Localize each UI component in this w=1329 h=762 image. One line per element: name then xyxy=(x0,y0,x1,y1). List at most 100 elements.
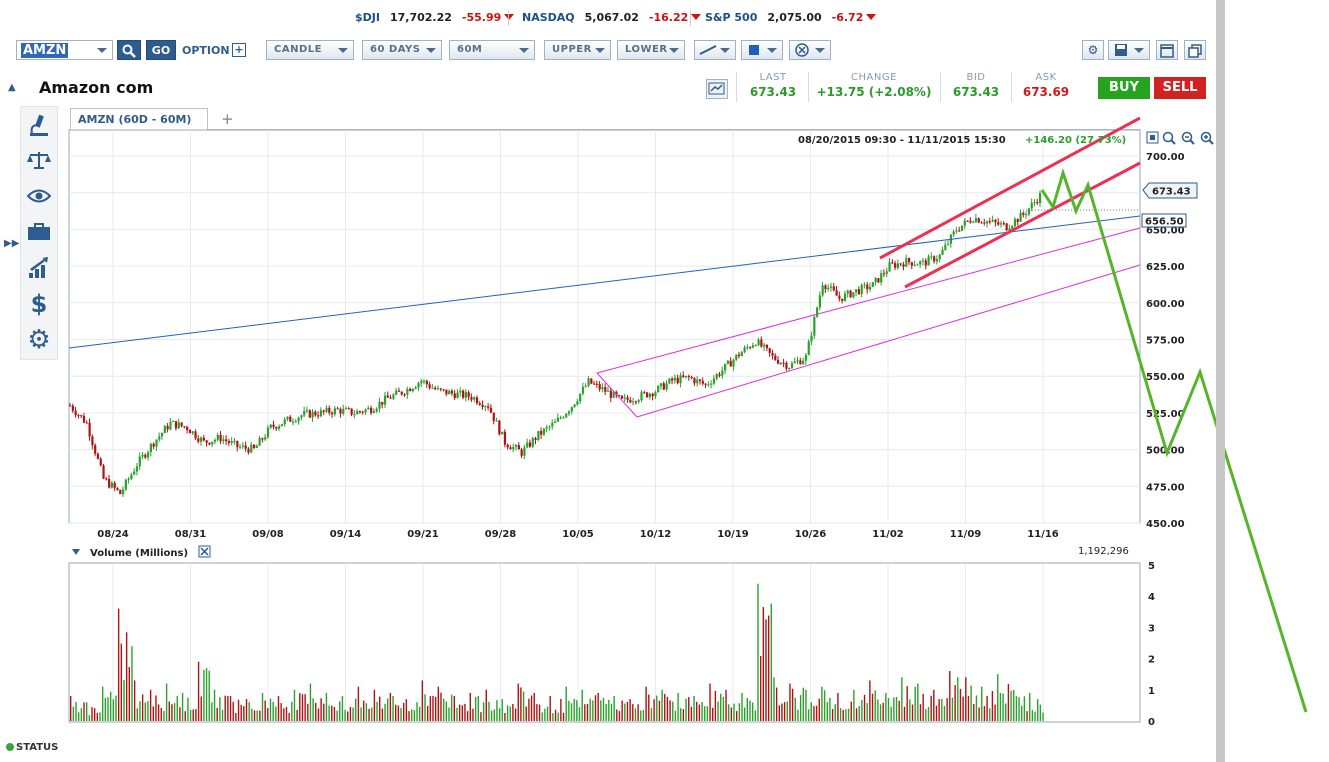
range-select[interactable]: 60 DAYS xyxy=(362,40,442,60)
volume-bar xyxy=(469,692,471,721)
volume-bar xyxy=(549,696,551,721)
upper-indicator-select[interactable]: UPPER xyxy=(544,40,611,60)
trendline-icon xyxy=(699,45,717,55)
x-tick-label: 10/19 xyxy=(717,529,749,540)
zoom-reset-icon[interactable] xyxy=(1162,131,1176,145)
chart-type-select[interactable]: CANDLE xyxy=(266,40,354,60)
sell-button[interactable]: SELL xyxy=(1154,77,1206,99)
volume-bar xyxy=(887,698,890,721)
projection-path[interactable] xyxy=(1040,168,1308,713)
volume-bar xyxy=(895,697,898,721)
channel-lower-red[interactable] xyxy=(904,161,1141,289)
quote-detail-button[interactable] xyxy=(706,79,728,99)
settings-button[interactable]: ⚙ xyxy=(1082,40,1104,60)
candle xyxy=(314,411,317,416)
volume-bar xyxy=(970,685,972,721)
microscope-icon[interactable] xyxy=(23,109,55,141)
candle xyxy=(417,383,420,388)
save-button[interactable] xyxy=(1108,40,1150,60)
volume-bar xyxy=(789,683,791,721)
candle xyxy=(612,391,615,398)
volume-bar xyxy=(943,706,946,721)
candle xyxy=(776,359,780,364)
candle xyxy=(974,218,978,222)
ticker-dji[interactable]: $DJI 17,702.22 -55.99 xyxy=(355,11,515,24)
candle xyxy=(1027,208,1031,215)
volume-bar xyxy=(349,706,352,721)
symbol-input[interactable]: AMZN xyxy=(16,40,113,60)
candle xyxy=(400,391,403,395)
candle xyxy=(378,401,381,409)
popout-button[interactable] xyxy=(1184,40,1206,60)
growth-bars-icon[interactable] xyxy=(23,252,55,284)
color-tool[interactable] xyxy=(741,40,783,60)
volume-bar xyxy=(80,708,83,721)
volume-bar xyxy=(581,689,583,721)
volume-bar xyxy=(450,694,453,721)
briefcase-icon[interactable] xyxy=(23,216,55,248)
dollar-icon[interactable]: $ xyxy=(30,290,48,318)
candle xyxy=(827,287,830,290)
candle xyxy=(1030,202,1033,209)
candle xyxy=(785,362,788,369)
volume-bar xyxy=(616,709,618,721)
candle xyxy=(512,446,515,450)
x-tick-label: 09/21 xyxy=(407,529,439,540)
last-value: 673.43 xyxy=(749,85,797,99)
trendline-blue[interactable] xyxy=(68,215,1141,349)
volume-bar xyxy=(991,690,994,721)
option-label[interactable]: OPTION xyxy=(182,44,230,57)
zoom-in-icon[interactable] xyxy=(1200,131,1214,145)
volume-bar xyxy=(363,700,365,721)
candle xyxy=(941,250,944,255)
expand-panel-icon[interactable]: ▶▶ xyxy=(4,238,20,249)
balance-scale-icon[interactable] xyxy=(23,144,55,176)
last-price-flag: 673.43 xyxy=(1142,182,1198,199)
candle xyxy=(751,345,755,348)
page-scrollbar[interactable] xyxy=(1216,0,1225,762)
volume-bar xyxy=(957,677,959,721)
gear-icon[interactable]: ⚙ xyxy=(27,325,51,355)
ticker-nasdaq[interactable]: NASDAQ 5,067.02 -16.22 xyxy=(522,11,702,24)
ticker-value: 17,702.22 xyxy=(389,11,452,24)
candle xyxy=(236,440,239,448)
candle xyxy=(470,397,473,400)
candle xyxy=(147,452,150,458)
collapse-triangle-icon[interactable] xyxy=(72,549,80,555)
tab-amzn-chart[interactable]: AMZN (60D - 60M) xyxy=(70,108,208,130)
volume-bar xyxy=(722,696,725,721)
zoom-out-icon[interactable] xyxy=(1181,131,1195,145)
fit-chart-icon[interactable] xyxy=(1146,131,1159,144)
candle xyxy=(952,231,955,235)
eye-icon[interactable] xyxy=(23,180,55,212)
candle xyxy=(80,415,83,417)
candle xyxy=(1022,212,1025,215)
channel-lower-magenta[interactable] xyxy=(636,264,1141,418)
candle xyxy=(149,443,153,453)
draw-line-tool[interactable] xyxy=(694,40,736,60)
lower-indicator-select[interactable]: LOWER xyxy=(617,40,685,60)
remove-drawing-tool[interactable] xyxy=(789,40,831,60)
search-button[interactable] xyxy=(117,40,141,60)
status-indicator[interactable]: STATUS xyxy=(6,742,58,753)
layout-button[interactable] xyxy=(1156,40,1178,60)
ticker-sp500[interactable]: S&P 500 2,075.00 -6.72 xyxy=(705,11,877,24)
interval-select[interactable]: 60M xyxy=(449,40,535,60)
go-button[interactable]: GO xyxy=(146,40,176,60)
channel-upper-magenta[interactable] xyxy=(596,227,1141,374)
candle xyxy=(197,438,200,442)
add-option-icon[interactable]: + xyxy=(232,43,246,57)
volume-bar xyxy=(701,702,703,721)
buy-button[interactable]: BUY xyxy=(1098,77,1150,99)
candle xyxy=(172,420,175,422)
status-label: STATUS xyxy=(16,742,59,753)
channel-upper-red[interactable] xyxy=(879,116,1141,260)
volume-bar xyxy=(885,692,887,721)
volume-bar xyxy=(357,686,360,721)
add-tab-button[interactable]: + xyxy=(221,110,234,128)
volume-bar xyxy=(839,708,842,721)
collapse-arrow-icon[interactable]: ▲ xyxy=(8,82,16,93)
candle xyxy=(367,407,370,410)
candle xyxy=(790,363,794,369)
